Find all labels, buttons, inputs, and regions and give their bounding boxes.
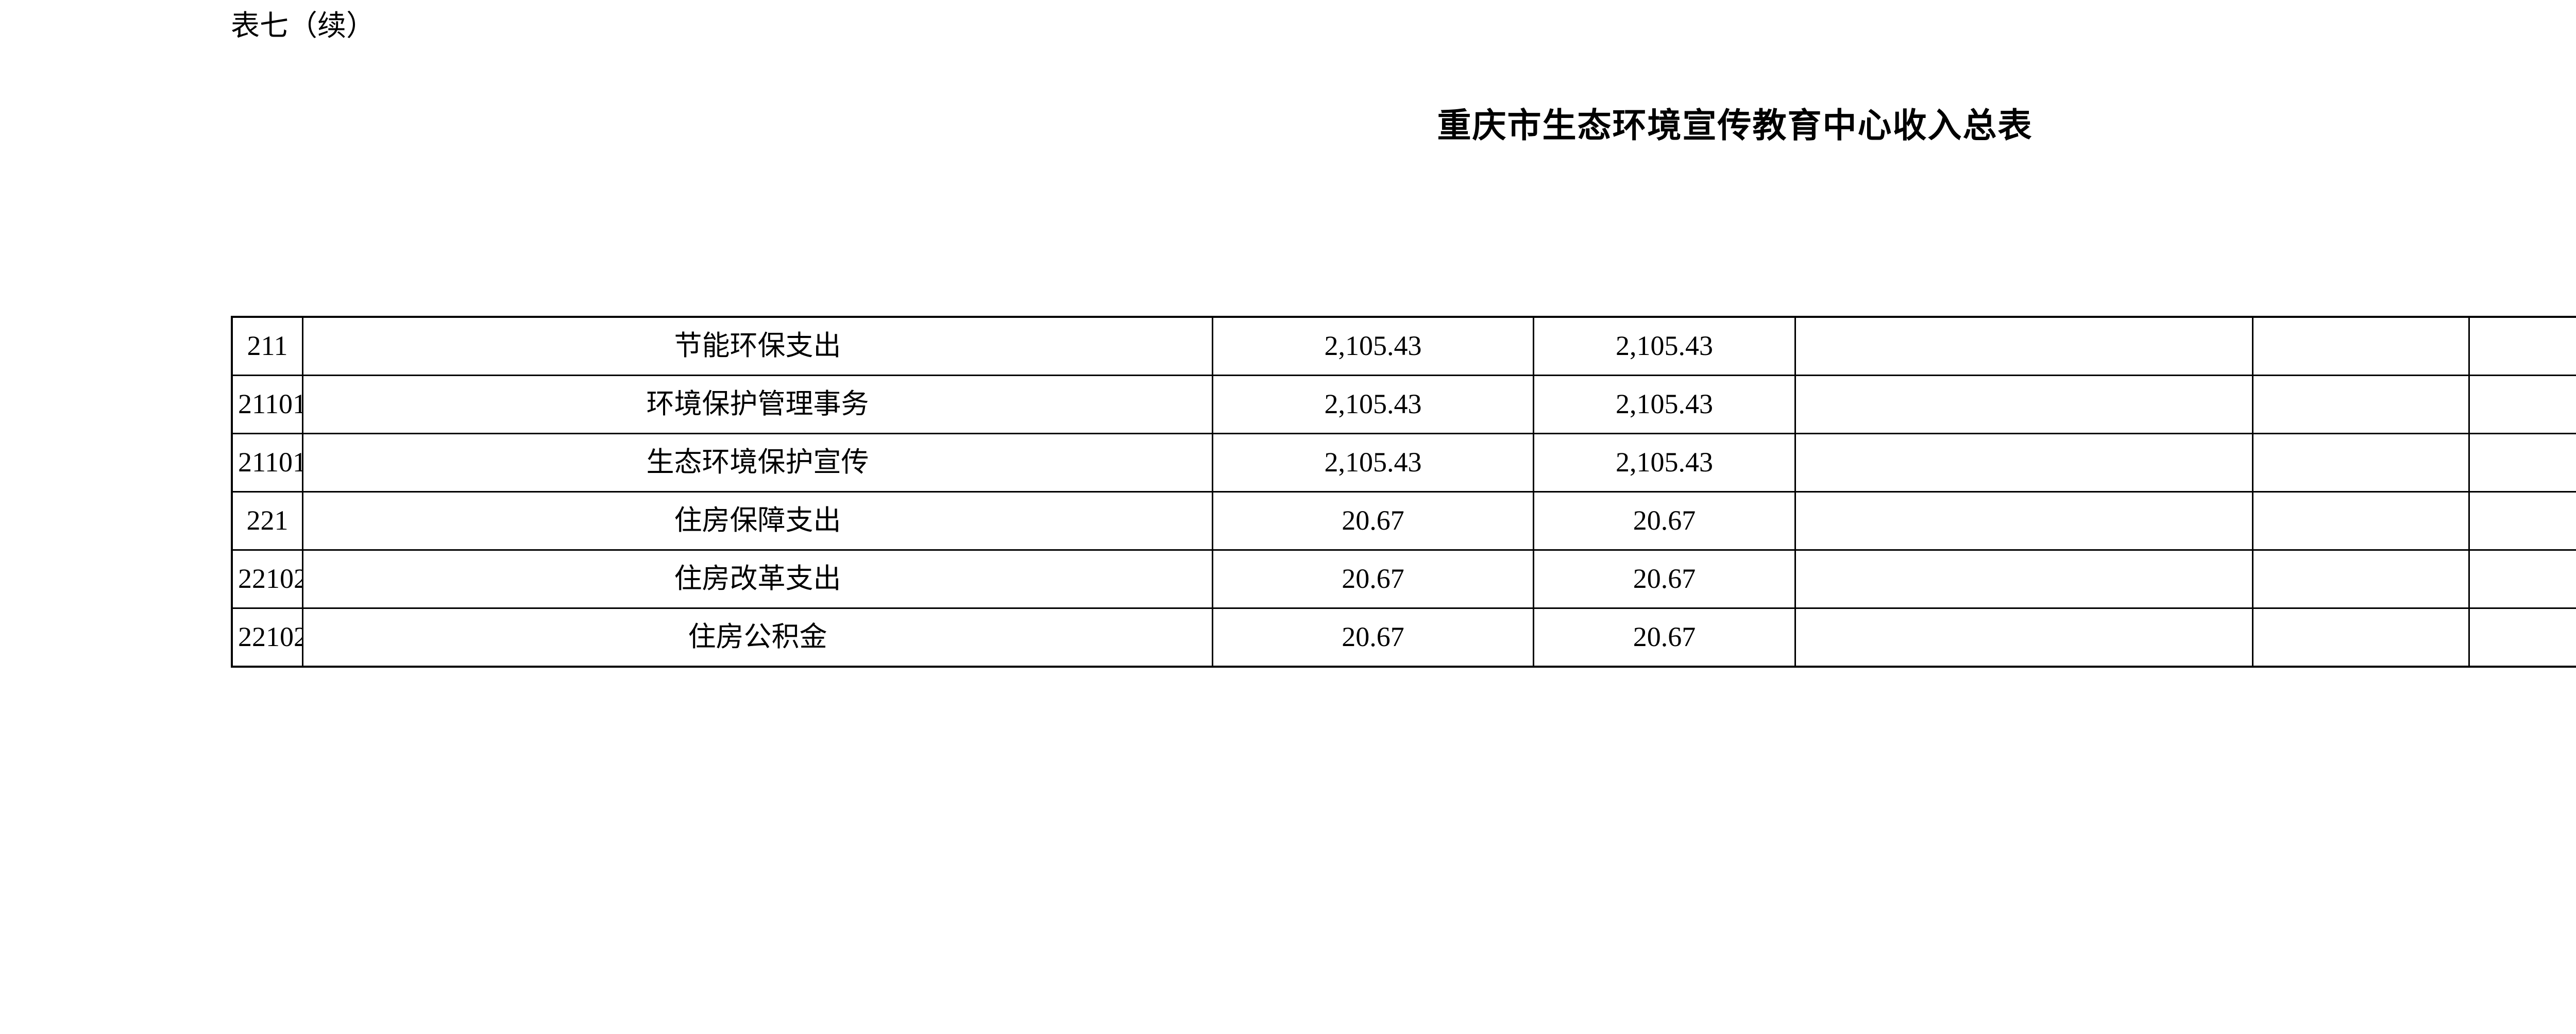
cell-value-2: 2,105.43 (1533, 375, 1796, 434)
cell-empty (2468, 316, 2576, 376)
cell-empty (2468, 607, 2576, 668)
cell-code: 2110104 (231, 433, 303, 493)
cell-empty (2468, 375, 2576, 434)
table-row: 2210201 住房公积金 20.67 20.67 (231, 607, 2576, 668)
cell-code: 22102 (231, 549, 303, 609)
cell-empty (1794, 316, 2253, 376)
cell-code: 211 (231, 316, 303, 376)
cell-empty (2252, 491, 2470, 551)
cell-value-2: 20.67 (1533, 491, 1796, 551)
cell-value-2: 2,105.43 (1533, 316, 1796, 376)
table-row: 2110104 生态环境保护宣传 2,105.43 2,105.43 (231, 433, 2576, 493)
cell-name: 节能环保支出 (302, 316, 1213, 376)
cell-empty (2252, 433, 2470, 493)
cell-empty (1794, 375, 2253, 434)
cell-empty (2468, 433, 2576, 493)
budget-table-container: 211 节能环保支出 2,105.43 2,105.43 21101 环境保护管… (231, 316, 2576, 668)
cell-value-1: 2,105.43 (1212, 433, 1534, 493)
table-row: 21101 环境保护管理事务 2,105.43 2,105.43 (231, 375, 2576, 434)
cell-empty (2252, 316, 2470, 376)
cell-empty (1794, 549, 2253, 609)
cell-empty (2252, 549, 2470, 609)
cell-code: 21101 (231, 375, 303, 434)
cell-empty (2252, 607, 2470, 668)
cell-name: 生态环境保护宣传 (302, 433, 1213, 493)
cell-empty (1794, 607, 2253, 668)
sheet-label: 表七（续） (231, 10, 375, 42)
table-row: 211 节能环保支出 2,105.43 2,105.43 (231, 316, 2576, 376)
budget-table: 211 节能环保支出 2,105.43 2,105.43 21101 环境保护管… (231, 316, 2576, 668)
table-body: 211 节能环保支出 2,105.43 2,105.43 21101 环境保护管… (231, 316, 2576, 668)
cell-value-1: 2,105.43 (1212, 316, 1534, 376)
cell-name: 环境保护管理事务 (302, 375, 1213, 434)
cell-empty (1794, 491, 2253, 551)
table-row: 221 住房保障支出 20.67 20.67 (231, 491, 2576, 551)
cell-value-1: 20.67 (1212, 491, 1534, 551)
cell-code: 221 (231, 491, 303, 551)
table-row: 22102 住房改革支出 20.67 20.67 (231, 549, 2576, 609)
cell-value-1: 2,105.43 (1212, 375, 1534, 434)
cell-name: 住房保障支出 (302, 491, 1213, 551)
cell-value-2: 20.67 (1533, 549, 1796, 609)
cell-value-1: 20.67 (1212, 549, 1534, 609)
cell-value-1: 20.67 (1212, 607, 1534, 668)
cell-empty (2252, 375, 2470, 434)
cell-empty (1794, 433, 2253, 493)
cell-value-2: 2,105.43 (1533, 433, 1796, 493)
cell-value-2: 20.67 (1533, 607, 1796, 668)
cell-name: 住房改革支出 (302, 549, 1213, 609)
page-title: 重庆市生态环境宣传教育中心收入总表 (1437, 107, 2033, 145)
cell-code: 2210201 (231, 607, 303, 668)
cell-empty (2468, 491, 2576, 551)
cell-name: 住房公积金 (302, 607, 1213, 668)
cell-empty (2468, 549, 2576, 609)
